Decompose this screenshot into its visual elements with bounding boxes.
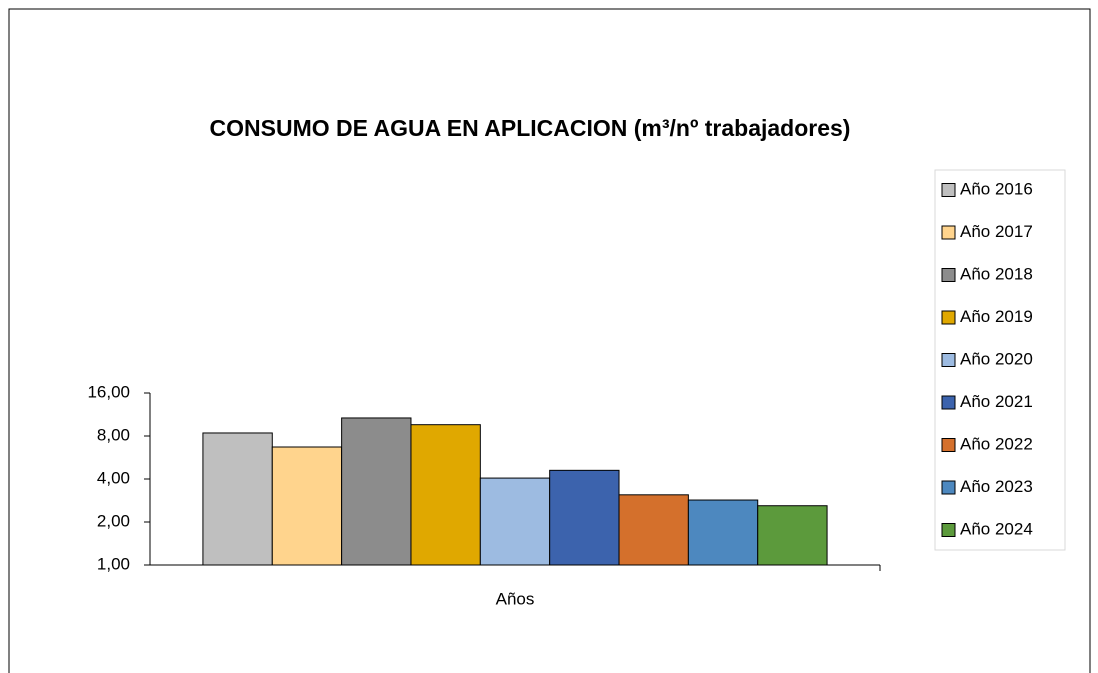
legend-label: Año 2017 (960, 222, 1033, 241)
legend-swatch (941, 523, 956, 537)
chart-title: CONSUMO DE AGUA EN APLICACION (m³/nº tra… (210, 115, 851, 141)
legend-swatch (941, 310, 956, 325)
bar (757, 505, 828, 566)
bar (202, 432, 273, 566)
legend-swatch (941, 480, 956, 495)
legend-label: Año 2020 (960, 349, 1033, 368)
legend-swatch (941, 353, 956, 367)
y-tick-label: 1,00 (97, 554, 130, 573)
bar (479, 477, 551, 566)
x-tick-label: Años (496, 589, 535, 608)
legend-swatch (941, 395, 956, 410)
bar (410, 424, 481, 566)
bar (687, 499, 759, 566)
bar (341, 417, 412, 566)
legend-label: Año 2022 (960, 434, 1033, 453)
y-tick-label: 16,00 (87, 382, 130, 401)
legend-label: Año 2016 (960, 179, 1033, 198)
legend-label: Año 2021 (960, 392, 1033, 411)
bar (618, 494, 689, 566)
y-tick-label: 2,00 (97, 511, 130, 530)
legend-swatch (941, 183, 956, 197)
legend-label: Año 2019 (960, 307, 1033, 326)
y-tick-label: 4,00 (97, 468, 130, 487)
legend-label: Año 2024 (960, 519, 1033, 538)
legend-label: Año 2023 (960, 477, 1033, 496)
bar (271, 446, 343, 566)
chart-frame (8, 8, 1091, 673)
y-tick-label: 8,00 (97, 425, 130, 444)
legend-swatch (941, 268, 956, 282)
legend-box (934, 169, 1066, 551)
legend-label: Año 2018 (960, 264, 1033, 283)
bar (549, 469, 620, 566)
legend-swatch (941, 438, 956, 452)
legend-swatch (941, 225, 956, 240)
